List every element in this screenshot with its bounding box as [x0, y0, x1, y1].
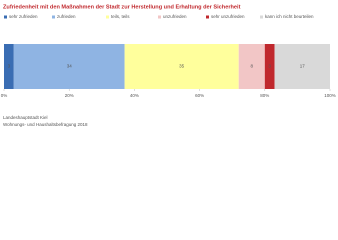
source: Wohnungs- und Haushaltsbefragung 2018 — [3, 122, 88, 127]
x-tick-label: 80% — [260, 93, 269, 98]
chart: Zufriedenheit mit den Maßnahmen der Stad… — [1, 4, 336, 127]
legend-swatch — [206, 15, 209, 19]
bar-segment — [264, 44, 275, 89]
bar-segment — [238, 44, 265, 89]
data-label: 34 — [67, 64, 73, 69]
x-tick-label: 40% — [130, 93, 139, 98]
x-tick-label: 60% — [195, 93, 204, 98]
source: Landeshauptstadt Kiel — [3, 115, 48, 120]
legend-swatch — [158, 15, 161, 19]
bar-segment — [274, 44, 330, 89]
bar-segment — [124, 44, 239, 89]
legend-label: sehr unzufrieden — [211, 14, 245, 19]
bar-segment — [13, 44, 125, 89]
data-label: 3 — [8, 64, 11, 69]
legend-swatch — [52, 15, 55, 19]
x-tick-label: 20% — [65, 93, 74, 98]
data-label: 17 — [300, 64, 306, 69]
legend-label: zufrieden — [57, 14, 76, 19]
x-tick-label: 0% — [1, 93, 8, 98]
legend-swatch — [106, 15, 109, 19]
legend-label: unzufrieden — [163, 14, 187, 19]
legend-label: teils, teils — [111, 14, 130, 19]
legend-swatch — [4, 15, 7, 19]
data-label: 35 — [179, 64, 185, 69]
x-tick-label: 100% — [324, 93, 336, 98]
legend-label: kann ich nicht beurteilen — [265, 14, 314, 19]
data-label: 8 — [251, 64, 254, 69]
legend-label: sehr zufrieden — [9, 14, 38, 19]
chart-title: Zufriedenheit mit den Maßnahmen der Stad… — [3, 4, 241, 10]
bar-segment — [4, 44, 14, 89]
legend-swatch — [260, 15, 263, 19]
data-label: 3 — [268, 64, 271, 69]
